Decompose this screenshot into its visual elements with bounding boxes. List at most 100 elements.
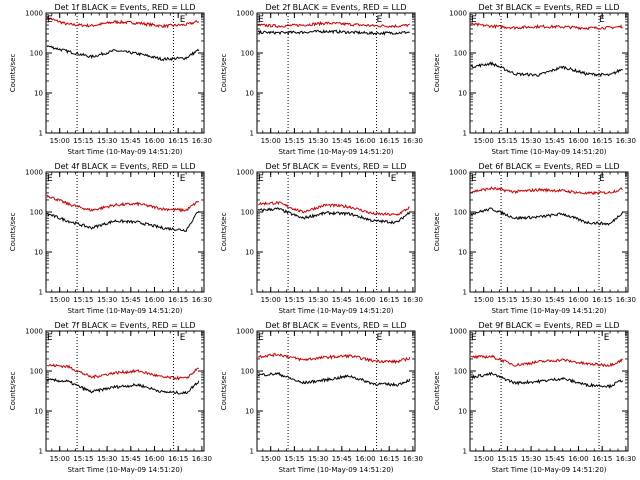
series-line-lld xyxy=(471,354,624,368)
x-tick-label: 16:30 xyxy=(616,137,636,145)
y-tick-label: 1000 xyxy=(449,10,467,18)
chart-panel: Det 1f BLACK = Events, RED = LLD Counts/s… xyxy=(9,3,212,156)
x-tick-label: 15:45 xyxy=(121,296,141,304)
plot-frame xyxy=(469,12,629,134)
plot-frame xyxy=(256,171,416,293)
plot-frame xyxy=(469,171,629,293)
x-tick-label: 15:00 xyxy=(50,137,70,145)
x-tick-label: 15:00 xyxy=(50,296,70,304)
x-tick-label: 16:15 xyxy=(592,137,612,145)
y-tick-label: 100 xyxy=(30,368,43,376)
x-tick-label: 16:00 xyxy=(568,137,588,145)
x-tick-label: 16:30 xyxy=(403,137,423,145)
x-tick-label: 16:00 xyxy=(355,137,375,145)
chart-title: Det 8f BLACK = Events, RED = LLD xyxy=(265,321,406,330)
y-tick-label: 100 xyxy=(454,209,467,217)
x-axis-label: Start Time (10-May-09 14:51:20) xyxy=(491,148,606,156)
y-tick-label: 1000 xyxy=(25,10,43,18)
x-tick-label: 16:15 xyxy=(592,455,612,463)
series-line-events xyxy=(470,371,624,389)
event-marker-label: E xyxy=(604,333,610,343)
y-tick-label: 1000 xyxy=(236,169,254,177)
x-tick-label: 15:00 xyxy=(474,137,494,145)
y-axis-label: Counts/sec xyxy=(433,213,441,252)
chart-title: Det 6f BLACK = Events, RED = LLD xyxy=(478,162,619,171)
chart-panel: Det 3f BLACK = Events, RED = LLD Counts/s… xyxy=(433,3,636,156)
x-tick-label: 15:15 xyxy=(73,137,93,145)
y-tick-label: 10 xyxy=(34,408,43,416)
event-marker-label: E xyxy=(258,15,264,25)
chart-panel: Det 9f BLACK = Events, RED = LLD Counts/s… xyxy=(433,321,636,474)
x-axis-label: Start Time (10-May-09 14:51:20) xyxy=(491,466,606,474)
series-line-events xyxy=(46,210,200,233)
x-tick-label: 15:15 xyxy=(284,296,304,304)
event-marker-label: E xyxy=(599,174,605,184)
x-tick-label: 15:00 xyxy=(474,296,494,304)
chart-title: Det 4f BLACK = Events, RED = LLD xyxy=(54,162,195,171)
series-line-events xyxy=(46,44,200,62)
y-tick-label: 10 xyxy=(458,408,467,416)
x-tick-label: 15:45 xyxy=(545,455,565,463)
plot-frame xyxy=(256,330,416,452)
chart-panel: Det 6f BLACK = Events, RED = LLD Counts/s… xyxy=(433,162,636,315)
chart-title: Det 7f BLACK = Events, RED = LLD xyxy=(54,321,195,330)
y-tick-label: 1000 xyxy=(449,169,467,177)
x-tick-label: 15:45 xyxy=(332,296,352,304)
y-tick-label: 1 xyxy=(39,448,43,456)
y-axis-label: Counts/sec xyxy=(433,372,441,411)
series-line-lld xyxy=(257,352,411,365)
x-tick-label: 16:15 xyxy=(168,296,188,304)
chart-title: Det 1f BLACK = Events, RED = LLD xyxy=(54,3,195,12)
x-tick-label: 15:30 xyxy=(308,455,328,463)
y-tick-label: 1000 xyxy=(236,328,254,336)
chart-title: Det 5f BLACK = Events, RED = LLD xyxy=(265,162,406,171)
y-tick-label: 10 xyxy=(245,249,254,257)
plot-frame xyxy=(45,12,205,134)
x-tick-label: 16:15 xyxy=(379,137,399,145)
chart-panel: Det 4f BLACK = Events, RED = LLD Counts/s… xyxy=(9,162,212,315)
x-tick-label: 16:15 xyxy=(379,455,399,463)
x-tick-label: 15:15 xyxy=(73,296,93,304)
x-tick-label: 16:30 xyxy=(192,296,212,304)
x-tick-label: 15:30 xyxy=(521,455,541,463)
x-axis-label: Start Time (10-May-09 14:51:20) xyxy=(491,307,606,315)
y-tick-label: 10 xyxy=(458,249,467,257)
chart-panel: Det 7f BLACK = Events, RED = LLD Counts/s… xyxy=(9,321,212,474)
x-tick-label: 15:00 xyxy=(261,137,281,145)
x-tick-label: 15:30 xyxy=(97,455,117,463)
x-tick-label: 16:00 xyxy=(144,296,164,304)
y-tick-label: 1000 xyxy=(25,169,43,177)
x-tick-label: 15:15 xyxy=(497,296,517,304)
chart-title: Det 3f BLACK = Events, RED = LLD xyxy=(478,3,619,12)
plot-frame xyxy=(45,171,205,293)
x-tick-label: 15:15 xyxy=(284,455,304,463)
series-line-events xyxy=(470,207,624,226)
y-tick-label: 100 xyxy=(454,50,467,58)
x-tick-label: 15:30 xyxy=(521,296,541,304)
x-tick-label: 15:00 xyxy=(261,455,281,463)
series-line-lld xyxy=(258,201,410,217)
series-line-events xyxy=(257,29,410,36)
event-marker-label: E xyxy=(471,174,477,184)
x-tick-label: 15:30 xyxy=(97,137,117,145)
x-axis-label: Start Time (10-May-09 14:51:20) xyxy=(278,307,393,315)
y-axis-label: Counts/sec xyxy=(220,54,228,93)
chart-panel: Det 5f BLACK = Events, RED = LLD Counts/s… xyxy=(220,162,423,315)
event-marker-label: E xyxy=(180,15,186,25)
series-line-events xyxy=(470,61,624,78)
event-marker-label: E xyxy=(180,333,186,343)
y-tick-label: 100 xyxy=(241,368,254,376)
series-line-lld xyxy=(257,20,411,29)
y-axis-label: Counts/sec xyxy=(220,213,228,252)
event-marker-label: E xyxy=(258,174,264,184)
x-axis-label: Start Time (10-May-09 14:51:20) xyxy=(278,466,393,474)
x-tick-label: 15:45 xyxy=(545,296,565,304)
series-line-lld xyxy=(46,363,199,381)
y-tick-label: 100 xyxy=(454,368,467,376)
chart-title: Det 2f BLACK = Events, RED = LLD xyxy=(265,3,406,12)
x-tick-label: 15:45 xyxy=(121,455,141,463)
event-marker-label: E xyxy=(391,174,397,184)
y-tick-label: 1000 xyxy=(236,10,254,18)
x-tick-label: 15:30 xyxy=(308,296,328,304)
